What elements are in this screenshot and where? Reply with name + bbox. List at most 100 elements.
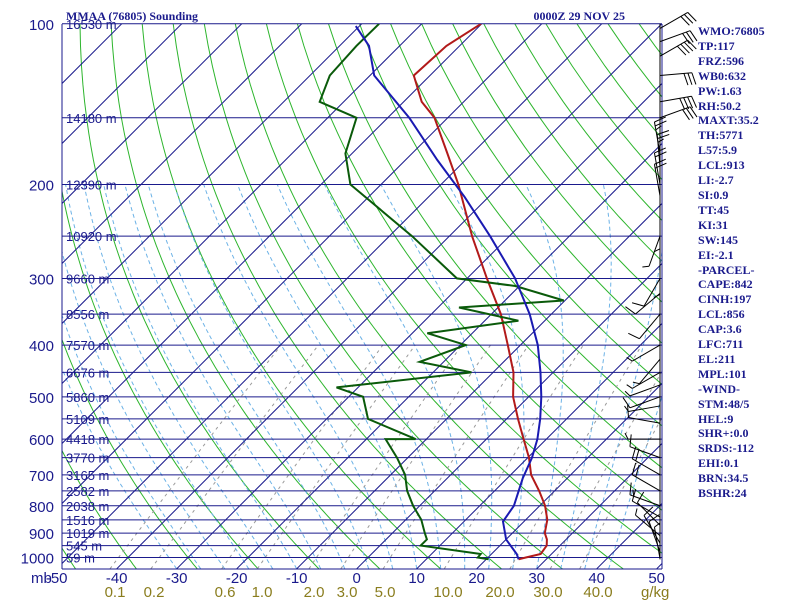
index-item: PW:1.63 (698, 83, 742, 98)
temperature-line (412, 24, 549, 561)
temperature-tick-label: -10 (286, 570, 308, 587)
wind-barb-flag (622, 397, 631, 409)
wind-barb-flag (676, 45, 687, 56)
wind-barb (624, 384, 661, 397)
wind-barb-flag (629, 482, 632, 495)
isotherm (356, 262, 662, 569)
wind-barb-staff (659, 72, 692, 77)
moist-adiabat (525, 184, 564, 569)
wind-barb-flag (687, 12, 697, 22)
dry-adiabat (421, 24, 662, 344)
mixing-ratio-line (256, 344, 416, 569)
index-item: EL:211 (698, 351, 736, 366)
wind-barb-flag (632, 489, 635, 497)
wind-barb-staff (632, 500, 661, 518)
wind-barb-flag (683, 73, 689, 86)
dry-adiabat (390, 24, 662, 386)
index-item: LCL:856 (698, 307, 745, 322)
dry-adiabat (265, 24, 662, 554)
wind-barb-staff (629, 446, 661, 459)
wind-barb-flag (642, 265, 650, 268)
temperature-tick-label: 50 (648, 570, 665, 587)
height-label: 7570 m (66, 338, 109, 353)
pressure-tick-label: 900 (29, 526, 54, 543)
mixing-ratio-line (579, 416, 662, 569)
wind-barb-flag (680, 43, 690, 54)
wind-barb-flag (687, 72, 693, 85)
wind-barb-staff (635, 514, 661, 537)
index-item: LFC:711 (698, 337, 744, 352)
dry-adiabat (483, 24, 662, 262)
dry-adiabat (452, 24, 662, 303)
dewpoint-line (318, 24, 565, 561)
wind-barb-staff (643, 278, 661, 307)
valid-time: 0000Z 29 NOV 25 (534, 9, 625, 23)
pressure-tick-label: 800 (29, 499, 54, 516)
wind-barb-flag (689, 106, 698, 118)
wind-barb-staff (653, 152, 661, 185)
wind-barb (642, 236, 661, 268)
height-label: 2582 m (66, 484, 109, 499)
index-item: BSHR:24 (698, 486, 747, 501)
temperature-tick-label: -40 (106, 570, 128, 587)
height-label: 9660 m (66, 271, 109, 286)
wind-barb-flag (653, 248, 661, 253)
moist-adiabat (448, 184, 525, 569)
sounding-indices: WMO:76805 TP:117 FRZ:596 WB0:632 PW:1.63 RH:5… (698, 24, 765, 501)
wind-barb-staff (659, 11, 688, 29)
pressure-axis: 100 200 300 400 500 600 700 800 900 1000 (21, 17, 54, 568)
height-label: 12390 m (66, 177, 117, 192)
index-item: HEL:9 (698, 411, 734, 426)
temperature-tick-label: 30 (528, 570, 545, 587)
wind-barb-staff (653, 164, 661, 196)
temperature-tick-label: 40 (588, 570, 605, 587)
mixing-ratio-line (382, 344, 529, 569)
index-item: KI:31 (698, 217, 728, 232)
moist-adiabat (124, 184, 322, 569)
index-item: LI:-2.7 (698, 173, 734, 188)
parcel-path-line (354, 25, 543, 560)
temperature-axis: mb-50 -40 -30 -20 -10 0 10 20 30 40 50 (31, 570, 665, 587)
moist-adiabats (62, 184, 662, 569)
wind-barb-flag (635, 448, 640, 461)
wind-barb-flag (631, 302, 645, 307)
index-item: MAXT:35.2 (698, 113, 759, 128)
wind-barb-staff (629, 384, 661, 397)
mixing-ratio-line (150, 344, 319, 569)
pressure-unit-label: mb (31, 570, 52, 587)
wind-barb-staff (659, 106, 691, 119)
index-item: WMO:76805 (698, 24, 765, 38)
dry-adiabats (62, 24, 800, 569)
pressure-tick-label: 200 (29, 177, 54, 194)
height-label: 16530 m (66, 17, 117, 32)
wind-barb-flag (680, 16, 690, 26)
index-item: EI:-2.1 (698, 247, 734, 262)
index-item: SW:145 (698, 232, 739, 247)
dry-adiabat (359, 24, 662, 427)
wind-barb (659, 30, 698, 44)
wind-barb-flag (628, 332, 640, 340)
wind-barb (629, 482, 661, 507)
wind-barb (635, 508, 661, 537)
pressure-tick-label: 1000 (21, 551, 54, 568)
wind-barb-flag (624, 390, 631, 397)
moist-adiabat (584, 249, 662, 569)
wind-barb-flag (624, 405, 629, 412)
dry-adiabat (763, 24, 800, 569)
moist-adiabat (103, 184, 298, 569)
wind-barb (622, 396, 661, 409)
height-labels: 16530 m 14180 m 12390 m 10920 m 9660 m 8556 m… (66, 17, 117, 566)
index-item: SI:0.9 (698, 187, 729, 202)
index-item: -WIND- (698, 381, 740, 396)
wind-barb-flag (689, 30, 698, 42)
wind-barb (631, 446, 661, 476)
index-item: MPL:101 (698, 366, 747, 381)
wind-barb-flag (691, 96, 698, 108)
wind-barb (631, 462, 661, 492)
height-label: 10920 m (66, 229, 117, 244)
temperature-tick-label: -20 (226, 570, 248, 587)
mixing-ratio-line (340, 344, 491, 569)
mixing-ratio-line (109, 344, 282, 569)
dry-adiabat (62, 338, 198, 569)
wind-barb (626, 371, 661, 389)
